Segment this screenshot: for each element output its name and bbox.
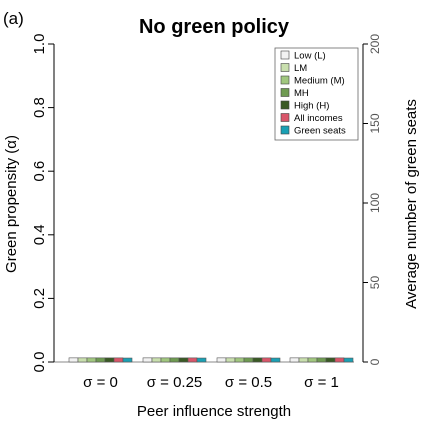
legend-label: LM	[294, 63, 307, 74]
category-label: σ = 0.25	[147, 374, 203, 391]
bar-mh	[316, 357, 327, 363]
right-y-ticks: 0 50 100 150 200	[363, 34, 382, 365]
bar-group	[289, 357, 354, 363]
category-labels: σ = 0 σ = 0.25 σ = 0.5 σ = 1	[83, 374, 339, 391]
legend-swatch	[280, 75, 290, 85]
left-y-tick-label: 0.6	[31, 161, 48, 182]
left-y-tick-label: 0.0	[31, 352, 48, 373]
bar-all-incomes	[261, 357, 272, 363]
legend-label: Medium (M)	[294, 76, 345, 87]
bar-high-h	[325, 357, 336, 363]
legend-label: MH	[294, 88, 309, 99]
left-y-ticks: 0.0 0.2 0.4 0.6 0.8 1.0	[31, 34, 54, 373]
bar-group	[142, 357, 207, 363]
right-y-axis-title: Average number of green seats	[403, 99, 420, 309]
bar-lm	[151, 357, 162, 363]
legend-label: High (H)	[294, 101, 329, 112]
bar-green-seats	[343, 357, 354, 363]
bar-lm	[225, 357, 236, 363]
legend-swatch	[280, 125, 290, 135]
legend-swatch	[280, 63, 290, 72]
chart-title: No green policy	[139, 16, 290, 38]
category-label: σ = 0	[83, 374, 118, 391]
bar-mh	[169, 357, 180, 363]
bar-medium-m	[307, 357, 318, 363]
bar-green-seats	[122, 357, 133, 363]
bar-medium-m	[234, 357, 245, 363]
right-y-tick-label: 100	[368, 193, 382, 213]
bar-high-h	[252, 357, 263, 363]
bar-group	[216, 357, 281, 363]
right-y-tick-label: 0	[368, 358, 382, 365]
bar-lm	[298, 357, 309, 363]
bar-all-incomes	[113, 357, 124, 363]
left-y-tick-label: 1.0	[31, 34, 48, 55]
legend-label: Low (L)	[294, 51, 326, 62]
legend-swatch	[280, 113, 290, 122]
panel-label: (a)	[3, 9, 24, 28]
legend-swatch	[280, 50, 290, 60]
left-y-tick-label: 0.2	[31, 288, 48, 309]
bar-low-l	[68, 357, 79, 363]
bar-green-seats	[196, 357, 207, 363]
bar-mh	[243, 357, 254, 363]
bar-medium-m	[86, 357, 97, 363]
legend-swatch	[280, 100, 290, 110]
right-y-tick-label: 200	[368, 34, 382, 54]
bar-high-h	[178, 357, 189, 363]
right-y-tick-label: 150	[368, 113, 382, 133]
legend-label: Green seats	[294, 126, 346, 137]
left-y-tick-label: 0.4	[31, 224, 48, 245]
category-label: σ = 1	[304, 374, 339, 391]
category-label: σ = 0.5	[225, 374, 272, 391]
bar-green-seats	[270, 357, 281, 363]
bar-medium-m	[160, 357, 171, 363]
legend: Low (L)LM Medium (M)MH High (H)All incomes…	[274, 47, 359, 141]
bar-low-l	[216, 357, 227, 363]
legend-label: All incomes	[294, 113, 343, 124]
right-y-tick-label: 50	[368, 276, 382, 290]
bar-low-l	[289, 357, 300, 363]
x-axis-title: Peer influence strength	[137, 403, 291, 420]
left-y-tick-label: 0.8	[31, 97, 48, 118]
bar-groups	[68, 357, 354, 363]
bar-all-incomes	[187, 357, 198, 363]
bar-all-incomes	[334, 357, 345, 363]
bar-mh	[95, 357, 106, 363]
left-y-axis-title: Green propensity (α)	[3, 135, 20, 273]
bar-high-h	[104, 357, 115, 363]
bar-group	[68, 357, 133, 363]
bar-lm	[77, 357, 88, 363]
legend-swatch	[280, 88, 290, 97]
bar-low-l	[142, 357, 153, 363]
